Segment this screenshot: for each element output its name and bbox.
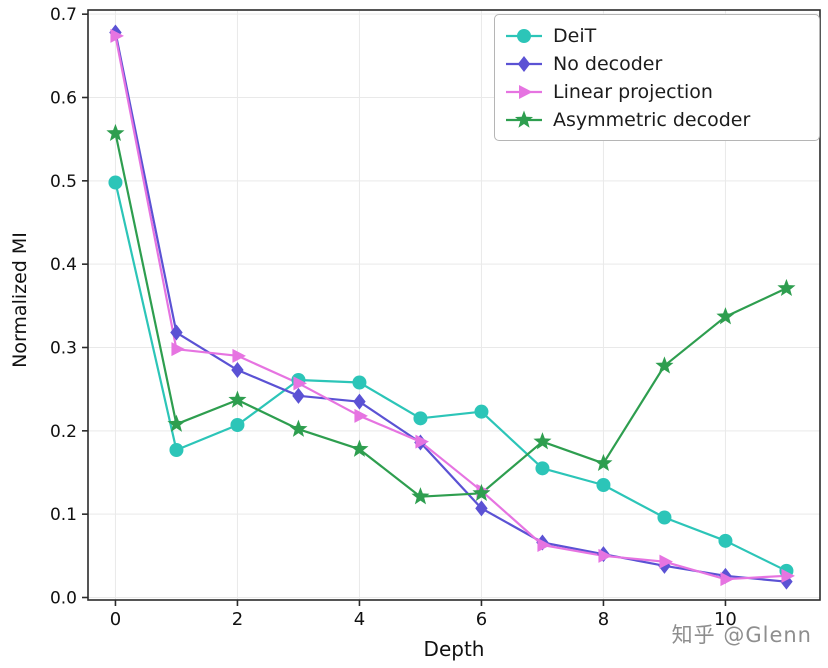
svg-text:0.3: 0.3: [50, 339, 77, 359]
legend-label-no-decoder: No decoder: [553, 52, 663, 75]
svg-text:6: 6: [476, 609, 487, 630]
svg-text:10: 10: [714, 609, 737, 630]
svg-text:0.0: 0.0: [50, 589, 77, 609]
svg-text:0.1: 0.1: [50, 505, 77, 525]
svg-text:0.4: 0.4: [50, 255, 77, 275]
x-axis-label: Depth: [423, 637, 485, 661]
legend: DeiT No decoder Linear projection Asymme…: [494, 14, 820, 141]
legend-item-no-decoder: No decoder: [505, 50, 809, 77]
svg-text:0.6: 0.6: [50, 89, 77, 109]
legend-label-asymmetric-decoder: Asymmetric decoder: [553, 108, 751, 131]
legend-item-linear-projection: Linear projection: [505, 78, 809, 105]
legend-item-asymmetric-decoder: Asymmetric decoder: [505, 106, 809, 133]
watermark: 知乎 @Glenn: [671, 623, 812, 647]
deit-line-marker-icon: [505, 25, 543, 47]
no-decoder-line-marker-icon: [505, 53, 543, 75]
svg-text:0: 0: [110, 609, 121, 630]
legend-label-linear-projection: Linear projection: [553, 80, 713, 103]
svg-text:0.5: 0.5: [50, 172, 77, 192]
svg-text:4: 4: [354, 609, 365, 630]
legend-label-deit: DeiT: [553, 24, 597, 47]
linear-projection-line-marker-icon: [505, 81, 543, 103]
asymmetric-decoder-line-marker-icon: [505, 109, 543, 131]
svg-text:2: 2: [232, 609, 243, 630]
svg-text:0.2: 0.2: [50, 422, 77, 442]
svg-text:0.7: 0.7: [50, 5, 77, 25]
legend-item-deit: DeiT: [505, 22, 809, 49]
y-axis-label: Normalized MI: [9, 232, 31, 368]
svg-text:8: 8: [598, 609, 609, 630]
